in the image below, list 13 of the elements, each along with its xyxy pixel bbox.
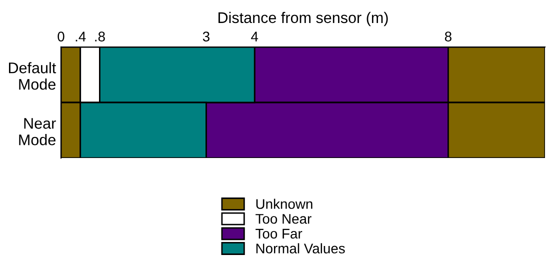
y-tick-label: Default Mode	[8, 62, 56, 90]
y-tick-label: Near Mode	[19, 118, 56, 146]
x-tick-label: .4	[76, 32, 86, 42]
x-tick-label: 0	[58, 32, 64, 42]
legend-label: Too Near	[256, 214, 312, 224]
x-tick-label: 8	[444, 32, 452, 42]
x-tick-label: 3	[202, 32, 210, 42]
x-axis-title: Distance from sensor (m)	[218, 12, 388, 26]
x-tick-label: 4	[251, 32, 258, 42]
legend-label: Too Far	[256, 228, 302, 239]
legend-label: Unknown	[256, 198, 312, 209]
x-tick-label: .8	[95, 32, 105, 42]
legend-label: Normal Values	[256, 243, 345, 254]
